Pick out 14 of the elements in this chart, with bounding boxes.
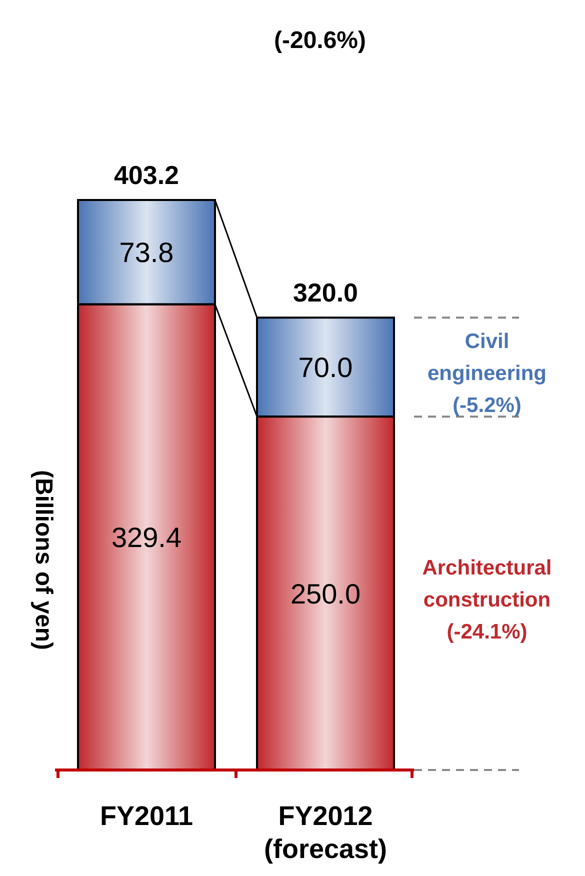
data-label: 250.0 <box>290 578 361 610</box>
chart-title: (-20.6%) <box>274 27 366 54</box>
total-label: 320.0 <box>292 278 358 308</box>
text: (-5.2%) <box>452 394 522 418</box>
data-label: 73.8 <box>119 237 174 268</box>
series-label: Architectural construction <box>422 556 552 612</box>
x-tick-label: FY2012 (forecast) <box>264 801 388 864</box>
series-label: Civil engineering <box>427 330 547 386</box>
text: (-24.1%) <box>446 620 528 644</box>
data-label: 329.4 <box>111 522 182 554</box>
total-label: 403.2 <box>114 160 180 190</box>
data-label: 70.0 <box>298 352 353 384</box>
y-axis-title: (Billions of yen) <box>30 470 57 650</box>
x-tick-label: FY2011 <box>100 801 194 831</box>
